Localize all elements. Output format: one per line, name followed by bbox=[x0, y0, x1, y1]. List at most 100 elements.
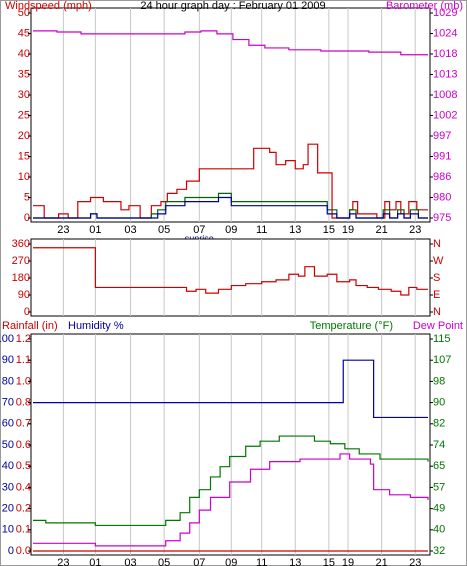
y-tick-label: 30 bbox=[18, 89, 30, 101]
y-tick-label: 74 bbox=[433, 439, 445, 451]
x-tick-label: 15 bbox=[323, 224, 335, 236]
y-tick-label: 0.6 bbox=[16, 439, 31, 451]
y-tick-label: 35 bbox=[18, 68, 30, 80]
y-tick-label: 0 bbox=[8, 545, 14, 557]
axis-label: Rainfall (in) bbox=[2, 320, 58, 332]
y-tick-label: 0.2 bbox=[16, 503, 31, 515]
y-tick-label: 45 bbox=[18, 27, 30, 39]
x-tick-label: 19 bbox=[342, 224, 354, 236]
series-line bbox=[33, 30, 428, 56]
x-tick-label: 13 bbox=[289, 224, 301, 236]
y-tick-label: 50 bbox=[18, 7, 30, 19]
y-tick-label: 15 bbox=[18, 150, 30, 162]
axis-label: Windspeed (mph) bbox=[5, 0, 92, 12]
plot-area bbox=[30, 333, 431, 556]
x-tick-label: 03 bbox=[124, 557, 136, 566]
axis-label: Humidity % bbox=[68, 320, 124, 332]
y-tick-label: 1002 bbox=[433, 109, 457, 121]
axis-label: Dew Point bbox=[413, 320, 463, 332]
series-line bbox=[33, 359, 428, 419]
x-tick-label: 23 bbox=[57, 557, 69, 566]
y-tick-label: 0.1 bbox=[16, 524, 31, 536]
y-tick-label: 360 bbox=[12, 238, 30, 250]
x-tick-label: 23 bbox=[409, 557, 421, 566]
x-tick-label: 09 bbox=[225, 557, 237, 566]
y-tick-label: 20 bbox=[18, 130, 30, 142]
y-tick-label: 10 bbox=[2, 524, 14, 536]
y-tick-label: 0.5 bbox=[16, 460, 31, 472]
x-tick-label: 15 bbox=[323, 557, 335, 566]
y-tick-label: 0 bbox=[24, 212, 30, 224]
x-tick-label: 03 bbox=[124, 224, 136, 236]
x-tick-label: 07 bbox=[193, 557, 205, 566]
axis-label: Barometer (mb) bbox=[386, 0, 463, 12]
y-tick-label: 997 bbox=[433, 130, 451, 142]
y-tick-label: 1.1 bbox=[16, 354, 31, 366]
y-tick-label: 107 bbox=[433, 354, 451, 366]
y-tick-label: 57 bbox=[433, 481, 445, 493]
y-tick-label: 1029 bbox=[433, 7, 457, 19]
x-tick-label: 19 bbox=[342, 557, 354, 566]
y-tick-label: 115 bbox=[433, 333, 451, 345]
x-tick-label: 09 bbox=[225, 224, 237, 236]
y-tick-label: 50 bbox=[2, 439, 14, 451]
x-tick-label: 21 bbox=[375, 224, 387, 236]
y-tick-label: W bbox=[433, 255, 444, 267]
x-tick-label: 11 bbox=[256, 224, 267, 236]
series-line bbox=[33, 143, 428, 219]
y-tick-label: 100 bbox=[0, 333, 14, 345]
plot-area bbox=[30, 238, 431, 317]
x-tick-label: 05 bbox=[158, 557, 170, 566]
y-tick-label: 32 bbox=[433, 545, 445, 557]
series-line bbox=[33, 435, 429, 527]
y-tick-label: N bbox=[433, 306, 441, 318]
x-tick-label: 01 bbox=[89, 557, 101, 566]
y-tick-label: N bbox=[433, 238, 441, 250]
y-tick-label: 1.0 bbox=[16, 375, 31, 387]
y-tick-label: 10 bbox=[18, 171, 30, 183]
y-tick-label: 40 bbox=[18, 48, 30, 60]
y-tick-label: 90 bbox=[18, 289, 30, 301]
series-line bbox=[33, 247, 428, 296]
y-tick-label: 20 bbox=[2, 503, 14, 515]
y-tick-label: S bbox=[433, 272, 440, 284]
y-tick-label: 98 bbox=[433, 375, 445, 387]
y-tick-label: 1018 bbox=[433, 48, 457, 60]
y-tick-label: 5 bbox=[24, 191, 30, 203]
y-tick-label: 975 bbox=[433, 212, 451, 224]
y-tick-label: 980 bbox=[433, 191, 451, 203]
y-tick-label: 65 bbox=[433, 460, 445, 472]
x-tick-label: 21 bbox=[375, 557, 387, 566]
y-tick-label: 80 bbox=[2, 375, 14, 387]
y-tick-label: 270 bbox=[12, 255, 30, 267]
y-tick-label: 0.7 bbox=[16, 418, 31, 430]
x-tick-label: 01 bbox=[89, 224, 101, 236]
y-tick-label: 90 bbox=[2, 354, 14, 366]
y-tick-label: E bbox=[433, 289, 440, 301]
y-tick-label: 991 bbox=[433, 150, 451, 162]
x-tick-label: 07 bbox=[193, 224, 205, 236]
y-tick-label: 0.4 bbox=[16, 481, 31, 493]
y-tick-label: 60 bbox=[2, 418, 14, 430]
chart-title: 24 hour graph day : February 01 2009 bbox=[140, 0, 325, 12]
axis-label: Temperature (°F) bbox=[310, 320, 393, 332]
plot-area bbox=[30, 7, 431, 223]
y-tick-label: 1008 bbox=[433, 89, 457, 101]
series-line bbox=[33, 453, 429, 547]
x-tick-label: 23 bbox=[409, 224, 421, 236]
y-tick-label: 49 bbox=[433, 503, 445, 515]
x-tick-label: 13 bbox=[289, 557, 301, 566]
y-tick-label: 0.0 bbox=[16, 545, 31, 557]
x-tick-label: 11 bbox=[256, 557, 267, 566]
x-tick-label: 05 bbox=[158, 224, 170, 236]
x-tick-label: 23 bbox=[57, 224, 69, 236]
y-tick-label: 40 bbox=[433, 524, 445, 536]
y-tick-label: 986 bbox=[433, 171, 451, 183]
y-tick-label: 30 bbox=[2, 481, 14, 493]
annotation: sunrise bbox=[185, 233, 214, 243]
y-tick-label: 25 bbox=[18, 109, 30, 121]
y-tick-label: 0 bbox=[24, 306, 30, 318]
y-tick-label: 1.2 bbox=[16, 333, 31, 345]
y-tick-label: 0.8 bbox=[16, 397, 31, 409]
